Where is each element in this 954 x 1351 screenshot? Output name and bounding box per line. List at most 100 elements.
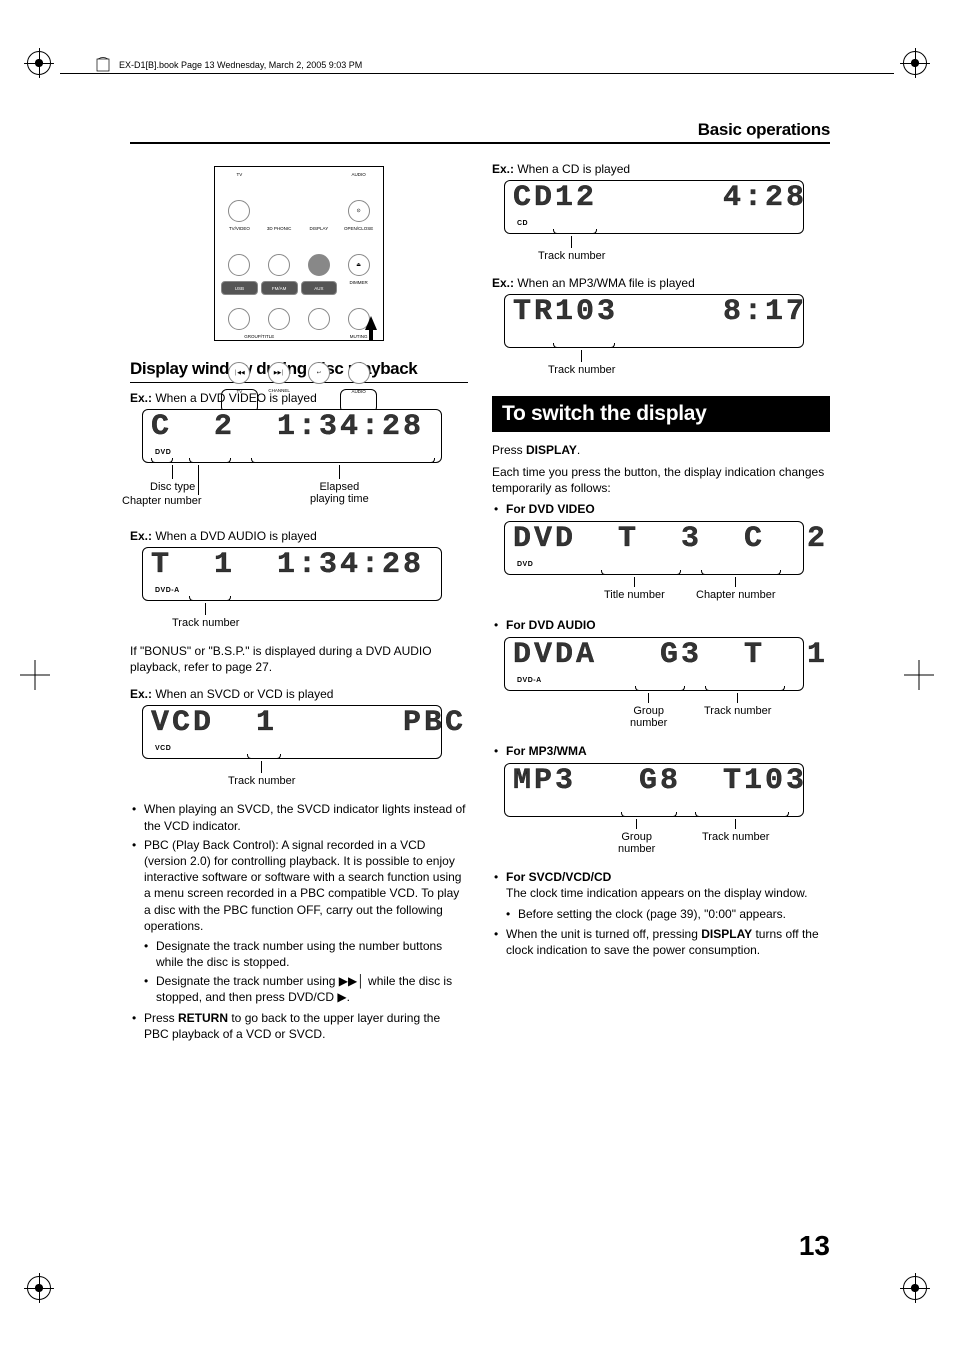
lcd-indicator: VCD [155,745,171,752]
lcd-cd: CD12 4:28 CD [504,180,804,234]
registration-mark-br [900,1273,930,1303]
lcd-switch-mp3: MP3 G8 T103 [504,763,804,817]
switch-display-heading: To switch the display [492,396,830,432]
remote-button [308,308,330,330]
lcd-switch-dvda: DVDA G3 T 1 DVD-A [504,637,804,691]
lcd-indicator: DVD [517,561,533,568]
remote-button [268,308,290,330]
registration-mark-tr [900,48,930,78]
list-item: For SVCD/VCD/CD The clock time indicatio… [492,869,830,922]
lcd-text: CD12 4:28 [505,181,803,213]
print-header-text: EX-D1[B].book Page 13 Wednesday, March 2… [119,60,362,70]
lcd-indicator: DVD-A [155,587,180,594]
callout-group-number: Group number [618,831,655,855]
list-item: For MP3/WMA [492,743,830,759]
lcd-text: T 1 1:34:28 [143,548,441,580]
remote-button [308,254,330,276]
remote-button [228,254,250,276]
pbc-description: PBC (Play Back Control): A signal record… [144,838,461,933]
remote-pill: AUX [301,281,338,295]
book-icon [95,56,113,74]
for-dvd-video-label: For DVD VIDEO [506,502,595,516]
remote-label: DIMMER [340,281,377,305]
remote-label: DISPLAY [301,227,338,251]
lcd-bracket [601,570,681,575]
lcd-text: DVD T 3 C 2 [505,522,803,554]
for-svcd-section: For SVCD/VCD/CD The clock time indicatio… [492,869,830,958]
remote-button [348,362,370,384]
lcd-text: DVDA G3 T 1 [505,638,803,670]
list-item: When the unit is turned off, pressing DI… [492,926,830,958]
return-label: RETURN [178,1011,228,1025]
lcd-bracket [189,596,231,601]
remote-button: ▶▶│ [268,362,290,384]
lcd-bracket [189,458,231,463]
lcd-vcd: VCD 1 PBC VCD [142,705,442,759]
remote-label: GROUP/TITLE [221,335,298,359]
for-dvd-audio-section: For DVD AUDIO [492,617,830,633]
callout-elapsed: Elapsed playing time [310,481,369,505]
lcd-bracket [705,686,785,691]
list-item: Designate the track number using ▶▶│ whi… [144,973,468,1005]
callout-chapter-number: Chapter number [696,589,776,601]
callout-disc-type: Disc type [150,481,195,493]
remote-label: OPEN/CLOSE [340,227,377,251]
remote-button [268,254,290,276]
for-mp3-label: For MP3/WMA [506,744,587,758]
vcd-notes-list: When playing an SVCD, the SVCD indicator… [130,801,468,1042]
callout-group-number: Group number [630,705,667,729]
lcd-bracket [151,458,173,463]
lcd-indicator: DVD-A [517,677,542,684]
example-label-dvd-audio: Ex.: When a DVD AUDIO is played [130,529,468,543]
for-dvd-audio-label: For DVD AUDIO [506,618,596,632]
left-column: TV AUDIO ⊙ TV/VIDEO 3D PHONIC DISPLAY OP… [130,156,468,1046]
lcd-bracket [251,458,435,463]
remote-pill: FM/AM [261,281,298,295]
callout-track-number: Track number [538,250,605,262]
list-item: Designate the track number using the num… [144,938,468,970]
lcd-bracket [553,343,615,348]
remote-button [228,200,250,222]
lcd-dvd-video: C 2 1:34:28 DVD [142,409,442,463]
list-item: Before setting the clock (page 39), "0:0… [506,906,830,922]
print-header: EX-D1[B].book Page 13 Wednesday, March 2… [95,56,362,74]
lcd-text: MP3 G8 T103 [505,764,803,796]
remote-button: ⊙ [348,200,370,222]
for-dvd-video-section: For DVD VIDEO [492,501,830,517]
lcd-indicator: CD [517,220,528,227]
lcd-mp3: TR103 8:17 [504,294,804,348]
press-display-instruction: Press DISPLAY. [492,442,830,458]
list-item: When playing an SVCD, the SVCD indicator… [130,801,468,833]
lcd-bracket [247,754,281,759]
lcd-text: TR103 8:17 [505,295,803,327]
example-label-dvd-video: Ex.: When a DVD VIDEO is played [130,391,468,405]
lcd-bracket [621,812,677,817]
lcd-bracket [635,686,685,691]
display-label: DISPLAY [701,927,752,941]
remote-label: TV/VIDEO [221,227,258,251]
arrow-stem [369,328,373,340]
for-mp3-section: For MP3/WMA [492,743,830,759]
remote-label: AUDIO [340,173,377,197]
callout-track-number: Track number [548,364,615,376]
example-label-svcd-vcd: Ex.: When an SVCD or VCD is played [130,687,468,701]
svcd-clock-text: The clock time indication appears on the… [506,886,808,900]
callout-title-number: Title number [604,589,665,601]
remote-button: ⏏ [348,254,370,276]
example-label-mp3: Ex.: When an MP3/WMA file is played [492,276,830,290]
remote-button [228,308,250,330]
list-item: For DVD AUDIO [492,617,830,633]
header-rule [60,73,894,74]
pbc-sub-list: Designate the track number using the num… [144,938,468,1006]
callout-track-number: Track number [228,775,295,787]
remote-diagram: TV AUDIO ⊙ TV/VIDEO 3D PHONIC DISPLAY OP… [214,166,384,341]
remote-label: TV [221,173,258,197]
callout-chapter-number: Chapter number [122,495,202,507]
callout-track-number: Track number [702,831,769,843]
lcd-text: VCD 1 PBC [143,706,441,738]
registration-mark-bl [24,1273,54,1303]
page-number: 13 [799,1230,830,1262]
remote-button: ↩ [308,362,330,384]
remote-label: 3D PHONIC [261,227,298,251]
for-svcd-label: For SVCD/VCD/CD [506,870,611,884]
